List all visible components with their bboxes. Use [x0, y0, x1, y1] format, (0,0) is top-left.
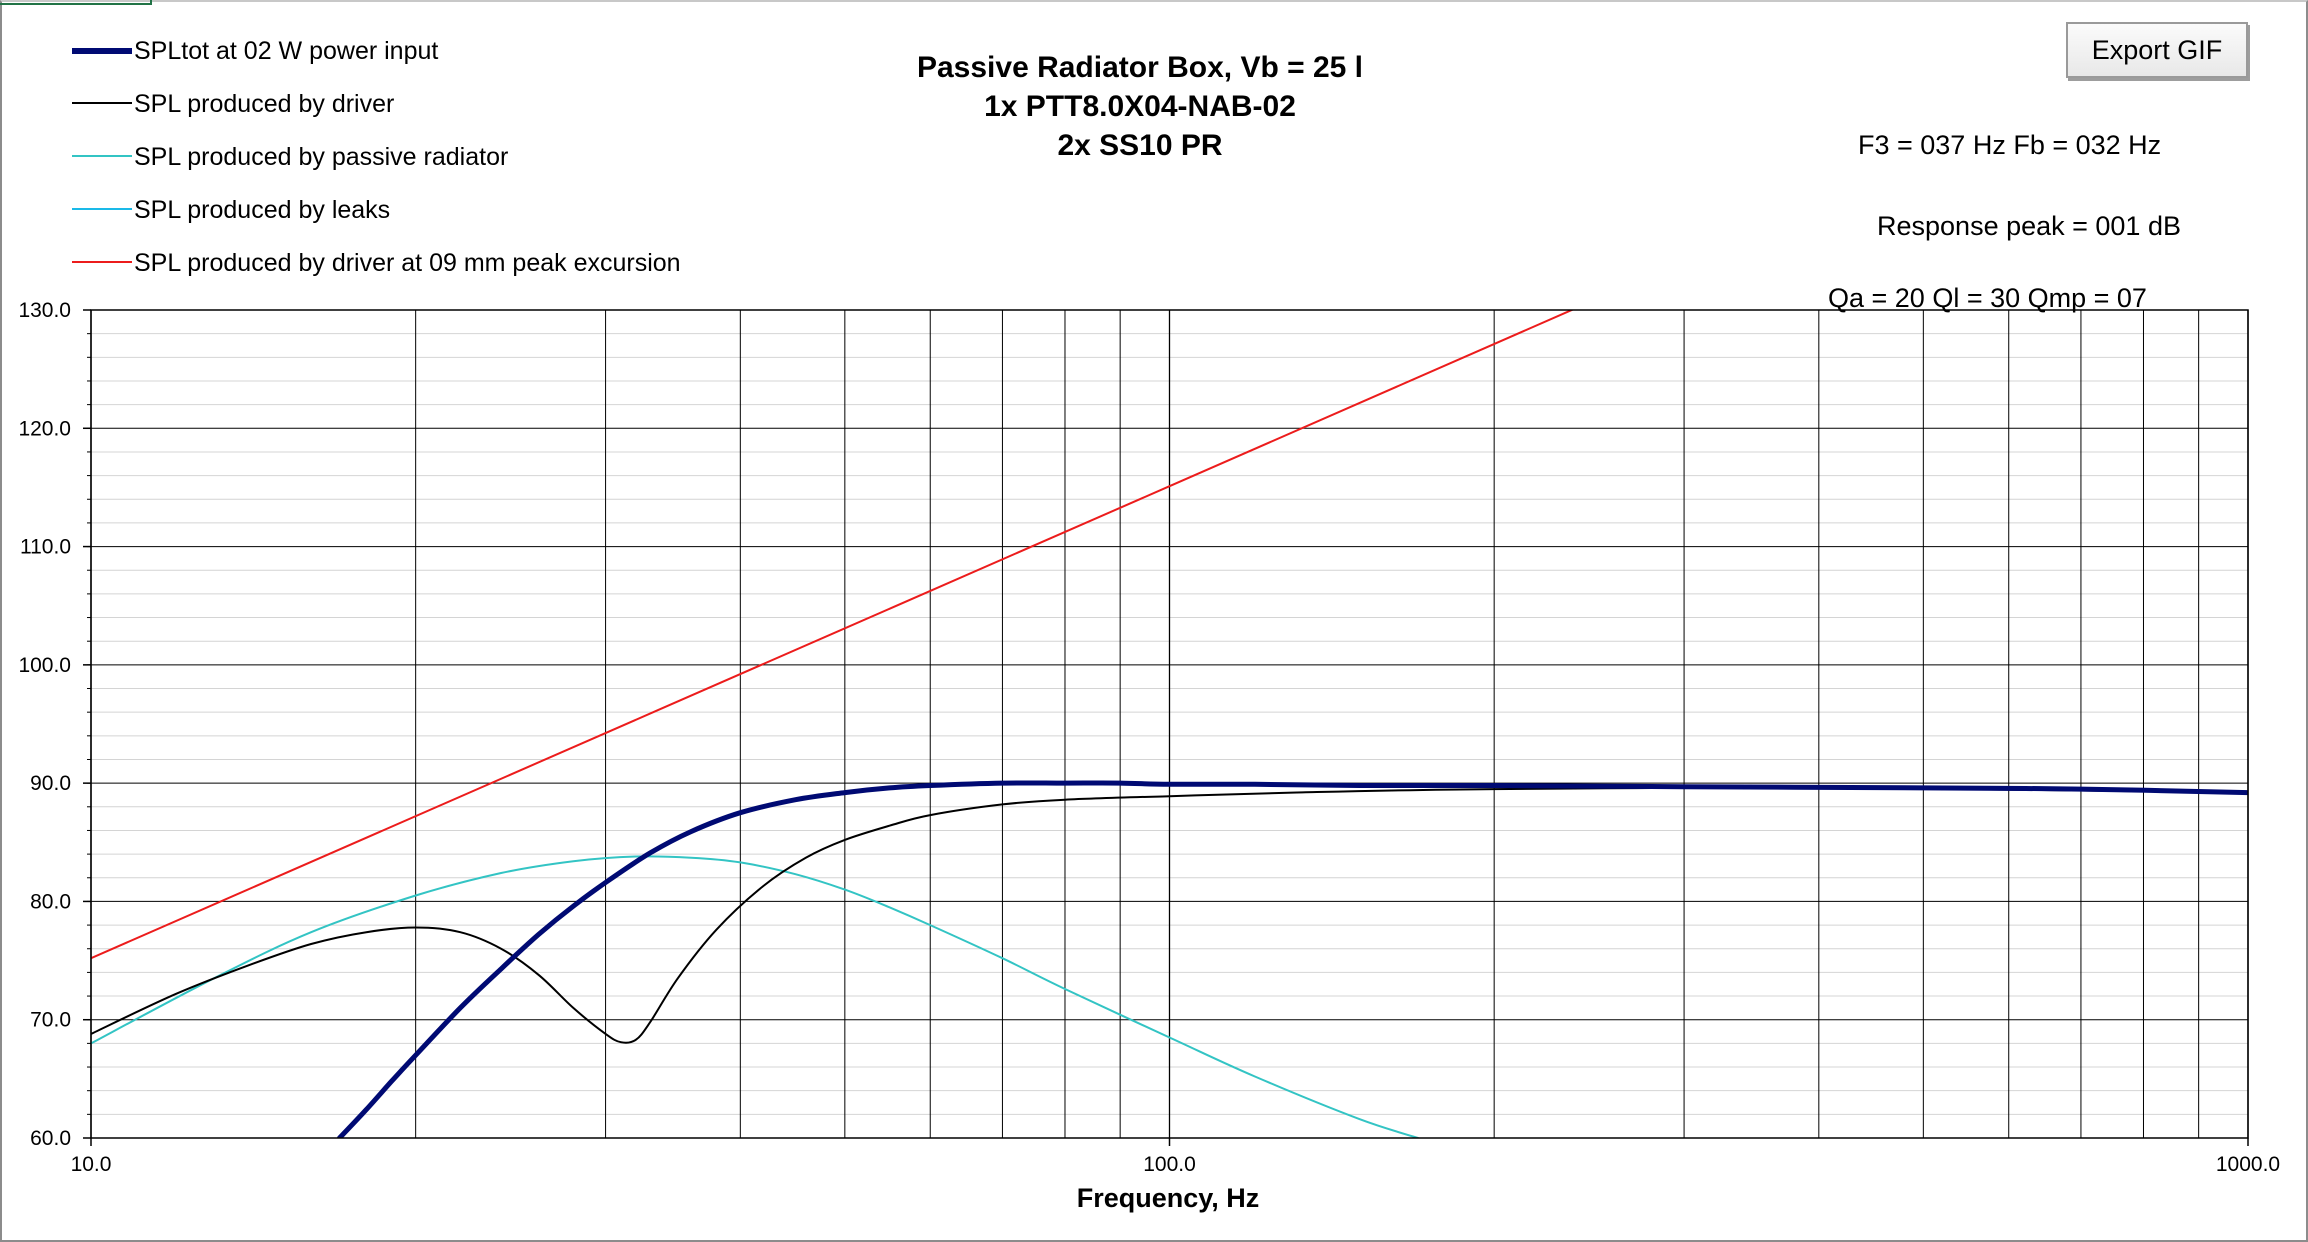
- y-tick-label: 80.0: [30, 890, 71, 913]
- y-tick-label: 110.0: [20, 536, 71, 559]
- y-tick-label: 70.0: [30, 1009, 71, 1032]
- chart-title-line-2: 1x PTT8.0X04-NAB-02: [984, 90, 1296, 123]
- legend-swatch-excursion: [72, 261, 132, 263]
- series-driver: [91, 786, 2248, 1044]
- y-tick-label: 90.0: [30, 772, 71, 795]
- series-layer: [91, 310, 2248, 1138]
- legend-swatch-spltot: [72, 48, 132, 54]
- q-values-annotation: Qa = 20 Ql = 30 Qmp = 07: [1828, 283, 2147, 313]
- legend-swatch-driver: [72, 102, 132, 104]
- chart-title-line-3: 2x SS10 PR: [1057, 129, 1223, 162]
- chart-title: Passive Radiator Box, Vb = 25 l 1x PTT8.…: [840, 48, 1440, 165]
- y-tick-label: 60.0: [30, 1127, 71, 1150]
- legend-item-leaks: SPL produced by leaks: [68, 195, 868, 225]
- y-tick-label: 100.0: [18, 654, 71, 677]
- series-driver-excursion: [91, 310, 1575, 960]
- x-axis-title: Frequency, Hz: [1077, 1183, 1260, 1213]
- x-tick-label: 100.0: [1143, 1153, 1196, 1176]
- axes-frame: [83, 309, 2249, 1146]
- legend-swatch-passive-radiator: [72, 155, 132, 157]
- legend-label-passive-radiator: SPL produced by passive radiator: [134, 143, 509, 171]
- chart-title-line-1: Passive Radiator Box, Vb = 25 l: [916, 51, 1364, 84]
- legend-label-leaks: SPL produced by leaks: [134, 196, 391, 224]
- legend-label-excursion: SPL produced by driver at 09 mm peak exc…: [134, 249, 681, 277]
- legend-swatch-leaks: [72, 208, 132, 210]
- legend-item-passive-radiator: SPL produced by passive radiator: [68, 142, 868, 172]
- y-tick-label: 120.0: [18, 417, 71, 440]
- export-gif-button[interactable]: Export GIF: [2066, 22, 2248, 78]
- series-spltot: [337, 780, 2248, 1138]
- grid: [90, 310, 2249, 1138]
- x-tick-labels: 10.0 100.0 1000.0: [71, 1153, 2281, 1176]
- legend-item-excursion: SPL produced by driver at 09 mm peak exc…: [68, 248, 868, 278]
- f3-fb-annotation: F3 = 037 Hz Fb = 032 Hz: [1858, 130, 2162, 160]
- series-passive-radiator: [91, 855, 1419, 1138]
- y-tick-label: 130.0: [18, 299, 71, 322]
- response-peak-annotation: Response peak = 001 dB: [1877, 211, 2181, 241]
- legend-label-driver: SPL produced by driver: [134, 90, 395, 118]
- legend-item-driver: SPL produced by driver: [68, 89, 868, 119]
- cell-selection-edge: [0, 0, 152, 5]
- legend-item-spltot: SPLtot at 02 W power input: [68, 36, 868, 66]
- x-tick-label: 10.0: [71, 1153, 112, 1176]
- y-tick-labels: 60.0 70.0 80.0 90.0 100.0 110.0 120.0 130.0: [18, 299, 71, 1150]
- x-tick-label: 1000.0: [2216, 1153, 2280, 1176]
- legend-label-spltot: SPLtot at 02 W power input: [134, 37, 439, 65]
